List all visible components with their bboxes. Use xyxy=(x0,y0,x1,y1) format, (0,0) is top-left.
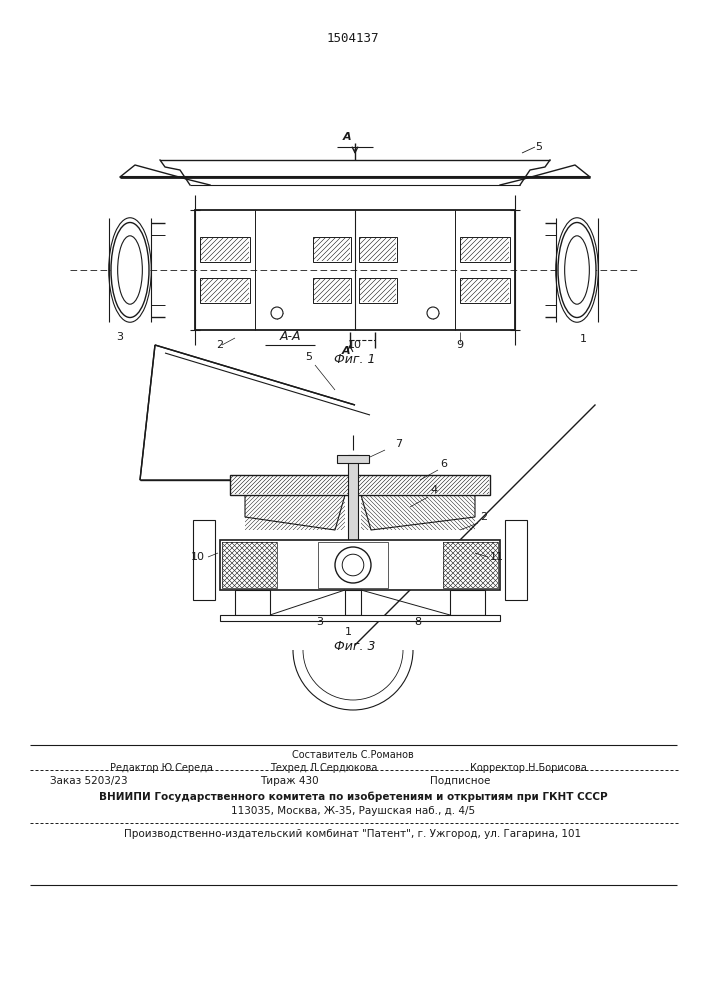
Text: 4: 4 xyxy=(430,485,437,495)
Text: 8: 8 xyxy=(414,617,421,627)
Circle shape xyxy=(427,307,439,319)
Polygon shape xyxy=(245,495,345,530)
Text: Фиг. 3: Фиг. 3 xyxy=(334,640,375,653)
Bar xyxy=(313,237,351,262)
Bar xyxy=(460,237,510,262)
Text: 1: 1 xyxy=(580,334,587,344)
Text: 3: 3 xyxy=(317,617,324,627)
Ellipse shape xyxy=(117,236,142,304)
Circle shape xyxy=(271,307,283,319)
Text: 113035, Москва, Ж-35, Раушская наб., д. 4/5: 113035, Москва, Ж-35, Раушская наб., д. … xyxy=(231,806,475,816)
Text: A: A xyxy=(343,132,351,142)
Ellipse shape xyxy=(109,218,151,322)
Bar xyxy=(359,237,397,262)
Text: Фиг. 1: Фиг. 1 xyxy=(334,353,375,366)
Bar xyxy=(200,237,250,262)
Bar xyxy=(505,520,527,600)
Bar xyxy=(318,542,388,588)
Bar xyxy=(460,278,510,303)
Text: 5: 5 xyxy=(535,142,542,152)
Text: 11: 11 xyxy=(490,552,504,562)
Bar xyxy=(359,278,397,303)
Ellipse shape xyxy=(565,236,590,304)
Text: 1: 1 xyxy=(344,627,351,637)
Circle shape xyxy=(342,554,364,576)
Bar xyxy=(220,615,500,621)
Bar xyxy=(230,475,490,495)
Text: 6: 6 xyxy=(440,459,447,469)
Ellipse shape xyxy=(556,218,598,322)
Bar xyxy=(200,278,250,303)
Text: Редактор Ю.Середа: Редактор Ю.Середа xyxy=(110,763,213,773)
Text: 9: 9 xyxy=(457,340,464,350)
Text: 10: 10 xyxy=(191,552,205,562)
Text: 5: 5 xyxy=(305,352,312,362)
Bar xyxy=(313,278,351,303)
Bar xyxy=(443,542,498,588)
Text: 2: 2 xyxy=(216,340,223,350)
Text: ВНИИПИ Государственного комитета по изобретениям и открытиям при ГКНТ СССР: ВНИИПИ Государственного комитета по изоб… xyxy=(99,792,607,802)
Text: Составитель С.Романов: Составитель С.Романов xyxy=(292,750,414,760)
Bar xyxy=(345,590,361,615)
Text: Корректор Н.Борисова: Корректор Н.Борисова xyxy=(470,763,587,773)
Bar xyxy=(235,590,270,615)
Bar xyxy=(220,540,500,590)
Text: A: A xyxy=(341,346,350,356)
Text: 1504137: 1504137 xyxy=(327,31,379,44)
Polygon shape xyxy=(361,495,475,530)
Text: Заказ 5203/23: Заказ 5203/23 xyxy=(50,776,128,786)
Bar xyxy=(348,455,358,560)
Text: 7: 7 xyxy=(395,439,402,449)
Bar xyxy=(193,520,215,600)
Ellipse shape xyxy=(558,223,596,318)
Text: Производственно-издательский комбинат "Патент", г. Ужгород, ул. Гагарина, 101: Производственно-издательский комбинат "П… xyxy=(124,829,582,839)
Text: 10: 10 xyxy=(348,340,362,350)
Bar xyxy=(450,590,485,615)
Circle shape xyxy=(335,547,371,583)
Bar xyxy=(339,556,367,564)
Bar xyxy=(337,455,369,463)
Bar xyxy=(222,542,277,588)
Bar xyxy=(195,210,515,330)
Text: Тираж 430: Тираж 430 xyxy=(260,776,319,786)
Text: 2: 2 xyxy=(480,512,487,522)
Text: 3: 3 xyxy=(117,332,124,342)
Text: A-A: A-A xyxy=(279,330,300,343)
Text: Подписное: Подписное xyxy=(430,776,491,786)
Ellipse shape xyxy=(111,223,149,318)
Text: Техред Л.Сердюкова: Техред Л.Сердюкова xyxy=(270,763,378,773)
